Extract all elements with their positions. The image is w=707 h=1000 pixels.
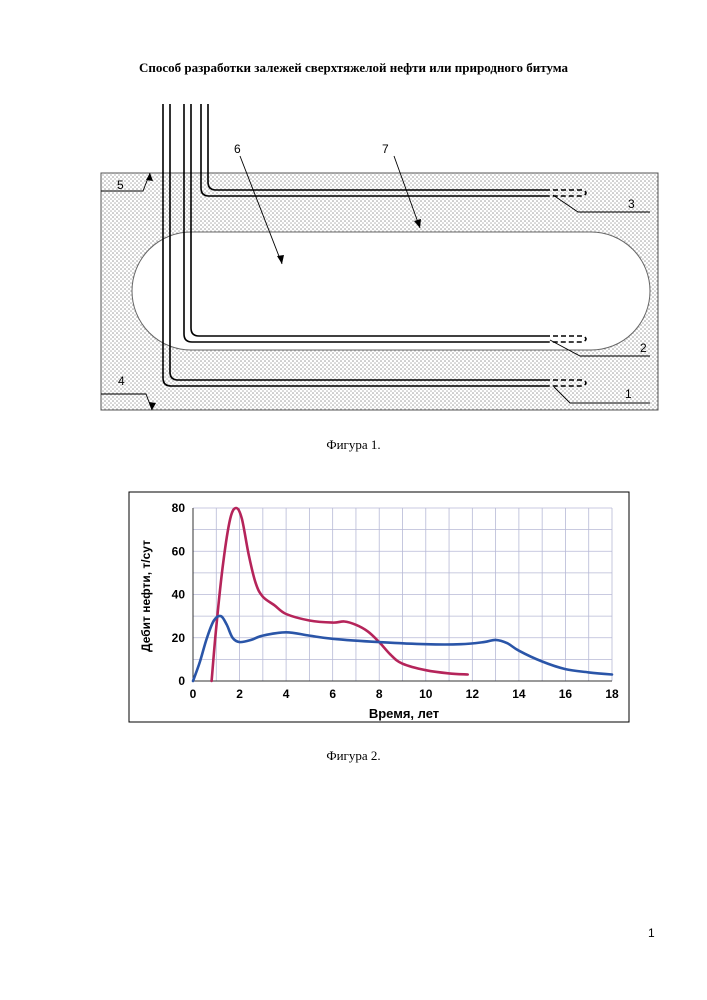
figure-2-chart: 0 20 40 60 80 0 2 4 6 8 10 12 14 16 18 Время, лет Деб… (0, 0, 707, 740)
y-axis-label: Дебит нефти, т/сут (139, 540, 153, 652)
x-tick-label: 10 (419, 687, 433, 701)
y-tick-label: 60 (172, 544, 186, 558)
x-tick-label: 4 (283, 687, 290, 701)
y-tick-label: 80 (172, 501, 186, 515)
x-tick-label: 16 (559, 687, 573, 701)
y-tick-label: 20 (172, 631, 186, 645)
x-tick-label: 0 (190, 687, 197, 701)
x-tick-label: 18 (605, 687, 619, 701)
x-axis-label: Время, лет (369, 706, 439, 721)
x-tick-label: 2 (236, 687, 243, 701)
x-tick-label: 6 (329, 687, 336, 701)
x-tick-label: 8 (376, 687, 383, 701)
x-tick-label: 14 (512, 687, 526, 701)
page-number: 1 (648, 926, 655, 940)
y-tick-label: 40 (172, 588, 186, 602)
x-tick-label: 12 (466, 687, 480, 701)
y-tick-label: 0 (178, 674, 185, 688)
figure-2-caption: Фигура 2. (0, 748, 707, 764)
